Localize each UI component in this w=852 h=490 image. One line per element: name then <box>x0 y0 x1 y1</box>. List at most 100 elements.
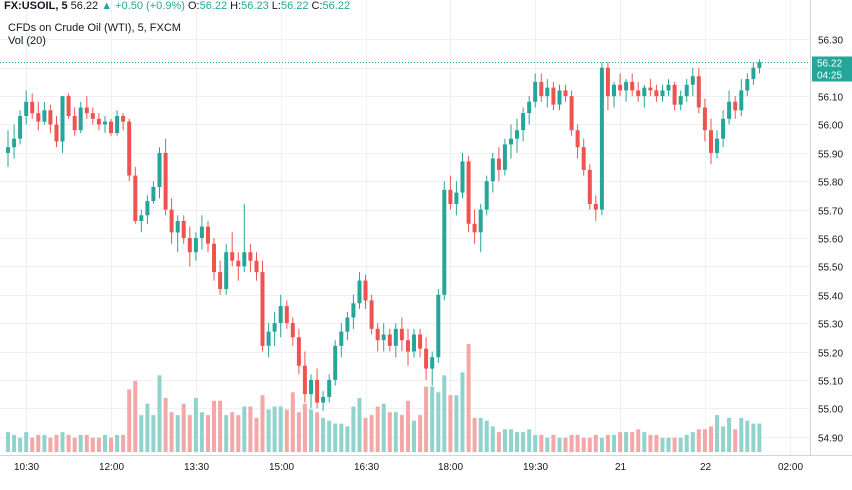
candle <box>418 328 423 358</box>
candle-body <box>605 67 610 97</box>
volume-bar <box>509 429 513 452</box>
volume-bar <box>672 437 677 452</box>
candle <box>442 181 447 301</box>
candle <box>648 79 653 97</box>
volume-bar <box>696 429 701 452</box>
volume-bar <box>193 398 198 452</box>
candle-body <box>103 121 107 125</box>
candle <box>515 118 519 153</box>
candle <box>30 93 35 119</box>
candle-body <box>272 323 277 332</box>
x-tick-label: 22 <box>700 462 712 473</box>
y-tick-label: 55.80 <box>818 178 843 189</box>
candle <box>387 328 392 352</box>
candle <box>296 328 301 375</box>
candle-body <box>436 294 441 358</box>
candle <box>272 311 277 346</box>
candle-body <box>290 323 295 338</box>
candle <box>157 147 162 199</box>
volume-bar <box>54 434 59 452</box>
candle <box>357 272 362 309</box>
candle-body <box>399 328 404 341</box>
candle <box>733 96 738 119</box>
price-tag: 56.22 04:25 <box>812 56 852 82</box>
candle-body <box>333 345 338 380</box>
candle <box>381 323 386 352</box>
candle-body <box>739 90 744 111</box>
candle <box>187 226 192 267</box>
candle <box>230 232 235 267</box>
candle-body <box>248 252 253 261</box>
candle <box>363 274 368 309</box>
volume-bar <box>169 412 174 452</box>
symbol-name[interactable]: FX:USOIL, 5 <box>4 0 68 12</box>
candle <box>551 81 556 111</box>
candle <box>212 238 216 281</box>
candle-body <box>339 331 344 346</box>
time-axis[interactable]: 10:30 12:00 13:30 15:00 16:30 18:00 19:30 21 22 0… <box>14 462 803 473</box>
candle-body <box>48 110 53 125</box>
candle <box>569 90 574 136</box>
volume-bar <box>109 437 113 452</box>
candle <box>654 84 659 102</box>
candle-body <box>472 223 477 233</box>
volume-bar <box>327 420 332 452</box>
volume-bar <box>157 375 162 452</box>
x-tick-label: 15:00 <box>269 462 294 473</box>
candle-body <box>157 152 162 187</box>
candle-body <box>502 144 507 170</box>
candle <box>630 73 635 97</box>
volume-bar <box>406 400 410 452</box>
candle-body <box>612 84 616 97</box>
candle <box>684 79 689 102</box>
volume-bar <box>484 420 489 452</box>
candle <box>599 62 604 216</box>
candle-body <box>430 357 435 369</box>
candle-body <box>309 379 313 395</box>
volume-bar <box>412 420 416 452</box>
candle <box>127 118 132 182</box>
candle-body <box>218 272 223 290</box>
volume-bar <box>612 434 616 452</box>
x-tick-label: 21 <box>615 462 627 473</box>
candle <box>139 209 144 233</box>
candle-body <box>539 81 544 97</box>
volume-bar <box>430 386 435 452</box>
candle <box>412 328 416 358</box>
price-axis[interactable]: 56.3056.2056.1056.0055.9055.8055.7055.60… <box>818 36 843 445</box>
candle-body <box>357 280 362 304</box>
candle <box>236 252 241 281</box>
candle-body <box>84 107 89 114</box>
candle <box>248 243 253 273</box>
candle-body <box>660 90 665 97</box>
volume-bar <box>424 386 429 452</box>
volume-bar <box>587 437 592 452</box>
y-tick-label: 55.40 <box>818 292 843 303</box>
volume-bar <box>715 415 719 452</box>
volume-bar <box>387 412 392 452</box>
volume-bar <box>121 434 126 452</box>
y-tick-label: 54.90 <box>818 434 843 445</box>
candle-body <box>18 116 23 139</box>
candle-body <box>745 79 750 91</box>
volume-bar <box>127 389 132 452</box>
price-tag-box <box>812 56 852 82</box>
candle-body <box>715 138 719 153</box>
y-tick-label: 55.60 <box>818 235 843 246</box>
candle <box>375 323 380 352</box>
candle <box>702 98 707 142</box>
candle-body <box>66 96 71 116</box>
volume-bar <box>151 415 156 452</box>
volume-bar <box>581 437 586 452</box>
candle <box>430 351 435 386</box>
volume-label[interactable]: Vol (20) <box>8 35 46 47</box>
candle-body <box>151 186 156 202</box>
candle-body <box>587 169 592 204</box>
candle-body <box>678 96 683 105</box>
candle-body <box>169 209 174 233</box>
x-tick-label: 13:30 <box>184 462 209 473</box>
volume-bar <box>660 437 665 452</box>
candle-body <box>418 334 423 349</box>
